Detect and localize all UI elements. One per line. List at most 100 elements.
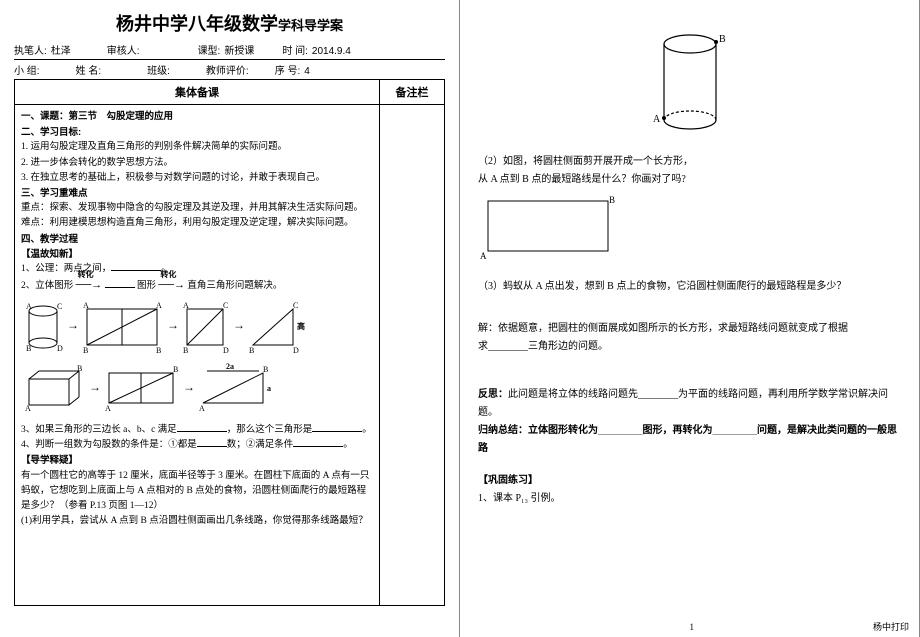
svg-text:A: A (183, 301, 189, 310)
explore-label: 【导学释疑】 (21, 453, 373, 468)
type-label: 课型: (198, 42, 221, 57)
header-collective: 集体备课 (15, 80, 380, 104)
review-1-text: 1、公理：两点之间， (21, 264, 111, 274)
svg-text:a: a (267, 384, 271, 393)
review-3b: ，那么这个三角形是 (227, 425, 313, 435)
q3-text: （3）蚂蚁从 A 点出发，想到 B 点上的食物，它沿圆柱侧面爬行的最短路程是多少… (478, 278, 901, 296)
svg-text:→: → (89, 380, 101, 394)
topic-label: 一、课题： (21, 111, 69, 122)
review-2b: 图形 (137, 281, 156, 291)
time-label: 时 间: (282, 42, 308, 57)
conclusion-line: 归纳总结：立体图形转化为________图形，再转化为________问题，是解… (478, 422, 901, 458)
meta-row-1: 执笔人: 杜泽 审核人: 课型: 新授课 时 间: 2014.9.4 (14, 42, 445, 57)
svg-text:B: B (26, 344, 31, 353)
reflect-line: 反思：此问题是将立体的线路问题先________为平面的线路问题，再利用所学数学… (478, 386, 901, 422)
seq-label: 序 号: (275, 62, 301, 77)
concl-text: 立体图形转化为________图形，再转化为________问题，是解决此类问题… (478, 425, 897, 454)
arrow-label-1: 转化 (78, 269, 94, 282)
svg-text:B: B (719, 34, 726, 45)
class-label: 班级: (147, 62, 170, 77)
goal-label: 二、学习目标: (21, 125, 373, 140)
solution-line1: 解：依据题意，把圆柱的侧面展成如图所示的长方形，求最短路线问题就变成了根据 (478, 320, 901, 338)
review-3: 3、如果三角形的三边长 a、b、c 满足，那么这个三角形是。 (21, 423, 373, 438)
diagram-cylinder-3d: B A (478, 30, 901, 147)
title-school: 杨井中学 (116, 14, 188, 34)
svg-text:D: D (57, 344, 63, 353)
writer-value: 杜泽 (51, 42, 71, 57)
review-2c: 直角三角形问题解决。 (187, 281, 282, 291)
svg-text:B: B (183, 346, 188, 353)
goal-2: 2. 进一步体会转化的数学思想方法。 (21, 156, 373, 171)
q2-line1: （2）如图，将圆柱侧面剪开展开成一个长方形， (478, 153, 901, 171)
review-3a: 3、如果三角形的三边长 a、b、c 满足 (21, 425, 177, 435)
svg-text:→: → (67, 318, 79, 332)
svg-text:→: → (233, 318, 245, 332)
review-2a: 2、立体图形 (21, 281, 73, 291)
svg-text:A: A (26, 302, 32, 311)
svg-text:A: A (156, 301, 162, 310)
svg-text:→: → (183, 380, 195, 394)
svg-text:→: → (167, 318, 179, 332)
concl-label: 归纳总结： (478, 425, 528, 436)
goal-3: 3. 在独立思考的基础上，积极参与对数学问题的讨论，并敢于表现自己。 (21, 171, 373, 186)
reviewer-label: 审核人: (107, 42, 140, 57)
goal-1: 1. 运用勾股定理及直角三角形的判别条件解决简单的实际问题。 (21, 140, 373, 155)
svg-text:D: D (223, 346, 229, 353)
diagram-rectangle-ab: A B (478, 195, 901, 272)
svg-text:C: C (223, 301, 228, 310)
svg-text:B: B (83, 346, 88, 353)
svg-text:A: A (653, 114, 661, 125)
review-2: 2、立体图形 转化──→ 图形 转化──→ 直角三角形问题解决。 (21, 277, 373, 295)
practice-1: 1、课本 P₁₃ 引例。 (478, 490, 901, 508)
proc-label: 四、教学过程 (21, 232, 373, 247)
content-main: 一、课题：第三节 勾股定理的应用 二、学习目标: 1. 运用勾股定理及直角三角形… (15, 105, 380, 605)
keydiff-label: 三、学习重难点 (21, 186, 373, 201)
svg-text:B: B (263, 365, 268, 374)
section-header-row: 集体备课 备注栏 (14, 79, 445, 105)
q2-line2: 从 A 点到 B 点的最短路线是什么？你画对了吗? (478, 171, 901, 189)
svg-text:B: B (77, 364, 82, 373)
reflect-text: 此问题是将立体的线路问题先________为平面的线路问题，再利用所学数学常识解… (478, 389, 888, 418)
meta-row-2: 小 组: 姓 名: 班级: 教师评价: 序 号: 4 (14, 62, 445, 77)
svg-text:A: A (83, 301, 89, 310)
diagram-cylinder-unfold: A C B D → A A B B → (21, 299, 373, 359)
footer-stamp: 杨中打印 (873, 619, 909, 635)
page-title: 杨井中学八年级数学学科导学案 (14, 10, 445, 36)
svg-text:A: A (199, 404, 205, 413)
svg-text:A: A (25, 404, 31, 413)
key-text: 重点：探索、发现事物中隐含的勾股定理及其逆及理，并用其解决生活实际问题。 (21, 201, 373, 216)
svg-text:B: B (609, 195, 615, 205)
review-1: 1、公理：两点之间，。 (21, 262, 373, 277)
page-left: 杨井中学八年级数学学科导学案 执笔人: 杜泽 审核人: 课型: 新授课 时 间:… (0, 0, 460, 637)
topic-text: 第三节 勾股定理的应用 (69, 111, 174, 122)
time-value: 2014.9.4 (312, 46, 351, 57)
svg-text:C: C (293, 301, 298, 310)
footer-page-number: 1 (690, 619, 695, 635)
arrow-label-2: 转化 (160, 269, 176, 282)
explore-2: (1)利用学具，尝试从 A 点到 B 点沿圆柱侧面画出几条线路，你觉得那条线路最… (21, 514, 373, 529)
svg-text:B: B (173, 365, 178, 374)
page-right: B A （2）如图，将圆柱侧面剪开展开成一个长方形， 从 A 点到 B 点的最短… (460, 0, 920, 637)
practice-label: 【巩固练习】 (478, 472, 901, 490)
svg-text:C: C (57, 302, 62, 311)
solution-line2: 求________三角形边的问题。 (478, 338, 901, 356)
header-notes: 备注栏 (380, 80, 444, 104)
review-4: 4、判断一组数为勾股数的条件是：①都是数；②满足条件。 (21, 438, 373, 453)
review-4b: 数；②满足条件 (227, 440, 294, 450)
review-label: 【温故知新】 (21, 247, 373, 262)
content-box: 一、课题：第三节 勾股定理的应用 二、学习目标: 1. 运用勾股定理及直角三角形… (14, 105, 445, 606)
svg-text:B: B (249, 346, 254, 353)
notes-column (380, 105, 444, 605)
title-grade: 八年级数学 (188, 14, 278, 34)
svg-text:A: A (480, 251, 487, 261)
svg-text:2a: 2a (226, 363, 234, 371)
title-suffix: 学科导学案 (278, 18, 343, 33)
seq-value: 4 (304, 66, 310, 77)
reflect-label: 反思： (478, 389, 508, 400)
explore-1: 有一个圆柱它的高等于 12 厘米，底面半径等于 3 厘米。在圆柱下底面的 A 点… (21, 469, 373, 515)
eval-label: 教师评价: (206, 62, 249, 77)
name-label: 姓 名: (76, 62, 102, 77)
diff-text: 难点：利用建模思想构造直角三角形，利用勾股定理及逆定理，解决实际问题。 (21, 216, 373, 231)
svg-text:A: A (105, 404, 111, 413)
svg-text:B: B (156, 346, 161, 353)
